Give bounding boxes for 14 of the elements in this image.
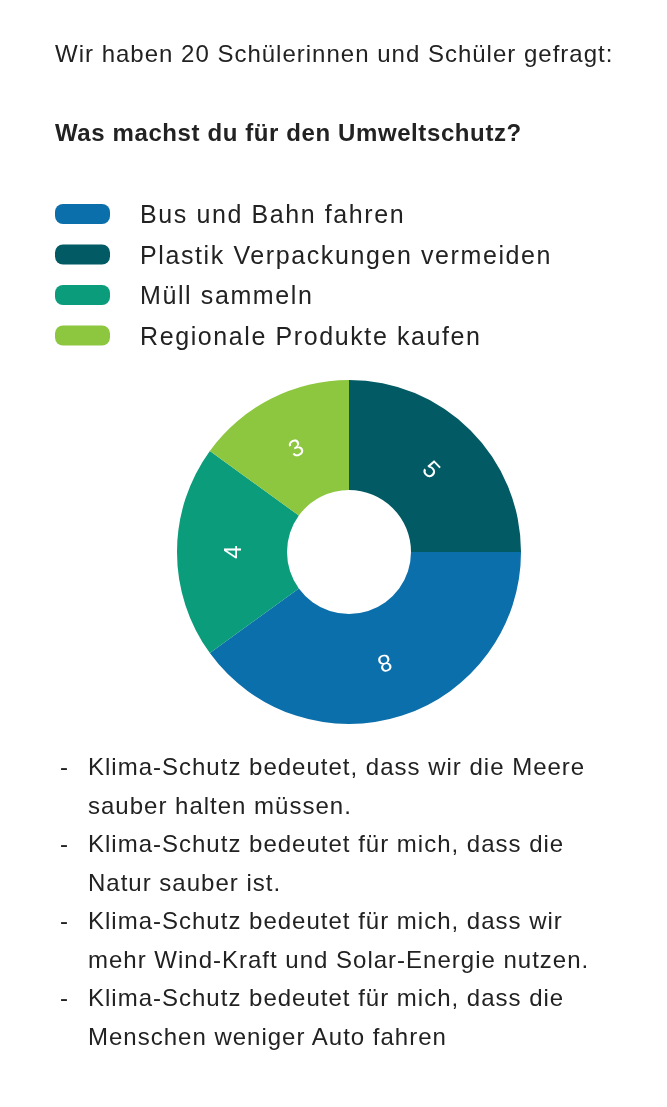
chart-subtitle: Was machst du für den Umweltschutz? <box>55 119 522 146</box>
data-label: 8 <box>374 648 396 679</box>
text: - Klima-Schutz bedeutet, dass wir die Meere sauber halten müssen. <box>60 753 586 819</box>
data-label: 5 <box>417 455 446 484</box>
text: - Klima-Schutz bedeutet für mich, dass die Natur sauber ist. <box>60 830 565 896</box>
legend-label: Bus und Bahn fahren <box>140 200 406 228</box>
data-label: 3 <box>283 432 308 463</box>
legend-label: Müll sammeln <box>140 281 314 309</box>
text: - Klima-Schutz bedeutet für mich, dass die Menschen weniger Auto fahren <box>60 984 565 1050</box>
chart-title: Wir haben 20 Schülerinnen und Schüler gefragt: <box>55 40 614 67</box>
data-label: 4 <box>218 545 246 559</box>
legend-label: Regionale Produkte kaufen <box>140 321 482 350</box>
legend-label: Plastik Verpackungen vermeiden <box>140 240 553 269</box>
text: - Klima-Schutz bedeutet für mich, dass wir mehr Wind-Kraft und Solar-Energie nutzen. <box>60 907 590 973</box>
